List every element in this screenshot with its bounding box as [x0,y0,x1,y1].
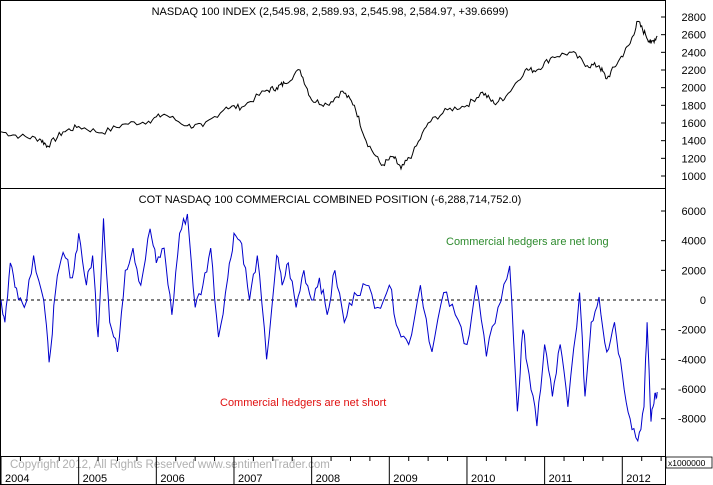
x-tick-label: 2007 [238,473,262,485]
top-y-tick-label: 2000 [682,83,706,95]
x-tick-label: 2004 [5,473,29,485]
annotation-net-short: Commercial hedgers are net short [220,397,386,409]
bottom-y-tick-label: 4000 [682,236,706,248]
bottom-y-tick-label: -4000 [678,354,706,366]
bottom-y-tick-label: -6000 [678,384,706,396]
bottom-y-tick-label: 0 [700,295,706,307]
top-y-tick-label: 1600 [682,118,706,130]
top-y-tick-label: 2600 [682,30,706,42]
x-tick-label: 2011 [549,473,573,485]
bottom-panel-frame [0,188,666,457]
x-tick-label: 2010 [471,473,495,485]
top-chart-title: NASDAQ 100 INDEX (2,545.98, 2,589.93, 2,… [152,6,509,18]
cot-position-line [0,213,658,443]
top-y-tick-label: 2800 [682,12,706,24]
x-axis: 2004 2005 2006 2007 2008 2009 2010 2011 2012 [0,457,662,485]
top-y-tick-label: 1000 [682,171,706,183]
x-tick-label: 2005 [83,473,107,485]
nasdaq-price-line [0,20,658,171]
multiplier-box [665,456,713,469]
bottom-y-tick-label: 6000 [682,206,706,218]
top-y-tick-label: 2400 [682,47,706,59]
top-y-tick-label: 1800 [682,100,706,112]
top-y-ticks: 1000 1200 1400 1600 1800 2000 2200 2400 2600 2800 [661,12,706,183]
top-y-tick-label: 1200 [682,153,706,165]
top-y-tick-label: 2200 [682,65,706,77]
annotation-net-long: Commercial hedgers are net long [446,236,609,248]
bottom-y-tick-label: -2000 [678,325,706,337]
x-tick-label: 2008 [316,473,340,485]
bottom-y-ticks: -8000 -6000 -4000 -2000 0 2000 4000 6000 [661,206,706,426]
bottom-y-tick-label: 2000 [682,265,706,277]
x-tick-label: 2012 [626,473,650,485]
x-tick-label: 2006 [160,473,184,485]
bottom-chart-title: COT NASDAQ 100 COMMERCIAL COMBINED POSIT… [139,194,522,206]
top-y-tick-label: 1400 [682,136,706,148]
x-tick-label: 2009 [393,473,417,485]
copyright-text: Copyright 2012, All Rights Reserved www.… [10,459,330,471]
y-multiplier-label: x1000000 [668,458,706,468]
bottom-y-tick-label: -8000 [678,414,706,426]
top-panel-frame [0,0,666,189]
